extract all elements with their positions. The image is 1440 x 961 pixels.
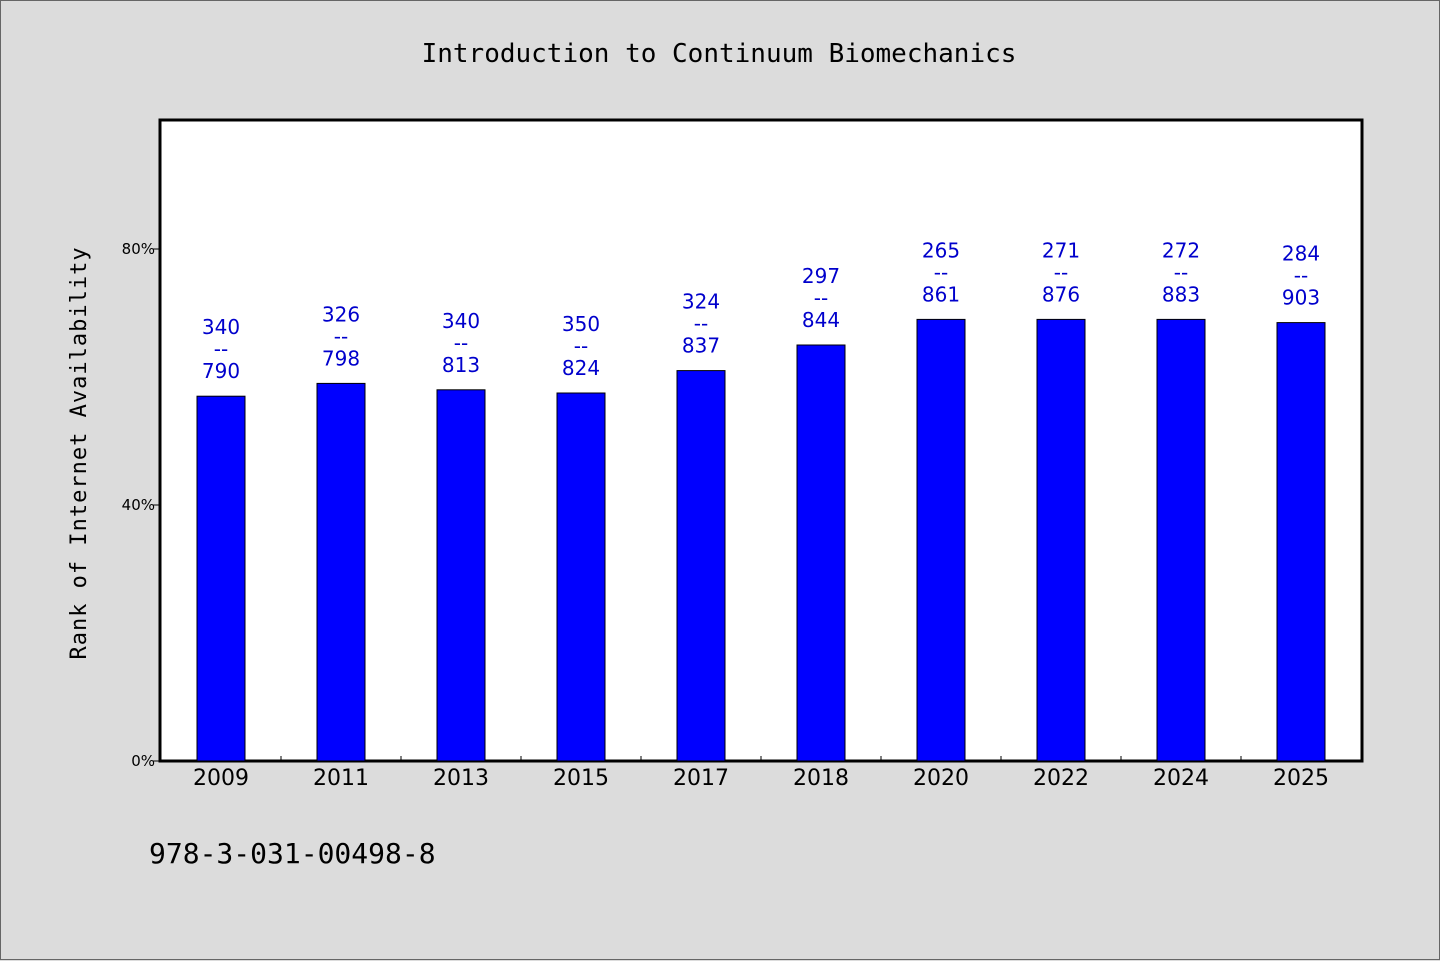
- data-label-2015-line3: 824: [562, 356, 600, 380]
- data-label-2025-line3: 903: [1282, 286, 1320, 310]
- bar-2011: [316, 382, 366, 762]
- x-tick-label-2011: 2011: [313, 766, 369, 791]
- x-tick-label-2009: 2009: [193, 766, 249, 791]
- data-label-2013-line1: 340: [442, 309, 480, 333]
- data-label-2022-line3: 876: [1042, 282, 1080, 306]
- y-tick-label-80: 80%: [122, 240, 155, 258]
- data-label-2013-line2: --: [454, 331, 468, 355]
- x-tick-label-2013: 2013: [433, 766, 489, 791]
- bar-2025: [1276, 322, 1326, 762]
- data-label-2022-line2: --: [1054, 260, 1068, 284]
- bar-2018: [796, 344, 846, 762]
- bars-group: [196, 318, 1326, 762]
- data-label-2013-line3: 813: [442, 353, 480, 377]
- x-tick-label-2022: 2022: [1033, 766, 1089, 791]
- bar-2015: [556, 392, 606, 762]
- bar-2020: [916, 318, 966, 762]
- data-label-2024-line3: 883: [1162, 282, 1200, 306]
- x-tick-label-2018: 2018: [793, 766, 849, 791]
- chart-title: Introduction to Continuum Biomechanics: [422, 39, 1017, 69]
- data-label-2017-line3: 837: [682, 334, 720, 358]
- data-label-2025-line2: --: [1294, 264, 1308, 288]
- x-tick-label-2020: 2020: [913, 766, 969, 791]
- data-label-2020-line3: 861: [922, 282, 960, 306]
- data-label-2024-line2: --: [1174, 260, 1188, 284]
- data-label-2020-line1: 265: [922, 238, 960, 262]
- bar-2009: [196, 395, 246, 762]
- x-tick-label-2017: 2017: [673, 766, 729, 791]
- y-tick-label-0: 0%: [131, 752, 155, 770]
- data-label-2015-line2: --: [574, 334, 588, 358]
- data-label-2017-line2: --: [694, 312, 708, 336]
- bar-2024: [1156, 318, 1206, 762]
- y-axis: 0% 40% 80%: [122, 240, 161, 770]
- y-axis-label: Rank of Internet Availability: [67, 246, 92, 659]
- data-label-2018-line3: 844: [802, 308, 840, 332]
- data-labels-group: 340--790326--798340--813350--824324--837…: [202, 238, 1320, 383]
- data-label-2018-line2: --: [814, 286, 828, 310]
- isbn-text: 978-3-031-00498-8: [149, 837, 436, 870]
- x-axis: 2009 2011 2013 2015 2017 2018 2020 2022 2024 2025: [193, 756, 1329, 791]
- data-label-2015-line1: 350: [562, 312, 600, 336]
- data-label-2011-line2: --: [334, 324, 348, 348]
- data-label-2009-line3: 790: [202, 359, 240, 383]
- data-label-2011-line3: 798: [322, 346, 360, 370]
- bar-2022: [1036, 318, 1086, 762]
- data-label-2017-line1: 324: [682, 290, 720, 314]
- x-tick-label-2025: 2025: [1273, 766, 1329, 791]
- bar-2017: [676, 370, 726, 762]
- data-label-2009-line2: --: [214, 337, 228, 361]
- x-tick-label-2024: 2024: [1153, 766, 1209, 791]
- x-tick-label-2015: 2015: [553, 766, 609, 791]
- data-label-2020-line2: --: [934, 260, 948, 284]
- bar-2013: [436, 389, 486, 762]
- data-label-2009-line1: 340: [202, 315, 240, 339]
- y-tick-label-40: 40%: [122, 496, 155, 514]
- data-label-2018-line1: 297: [802, 264, 840, 288]
- data-label-2011-line1: 326: [322, 302, 360, 326]
- data-label-2025-line1: 284: [1282, 242, 1320, 266]
- data-label-2024-line1: 272: [1162, 238, 1200, 262]
- data-label-2022-line1: 271: [1042, 238, 1080, 262]
